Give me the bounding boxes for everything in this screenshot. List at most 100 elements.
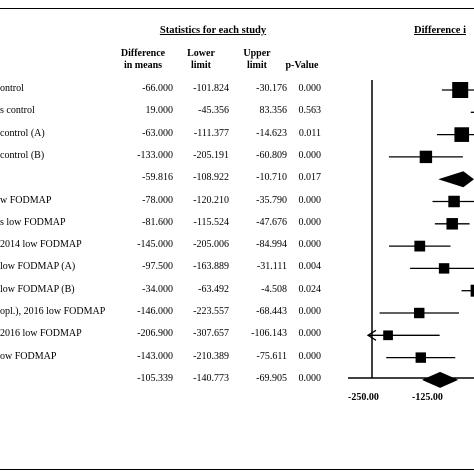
point-estimate — [419, 150, 433, 164]
point-estimate — [414, 307, 425, 319]
point-estimate — [448, 195, 460, 208]
upper-limit-value: -60.809 — [256, 149, 287, 161]
difference-value: -146.000 — [137, 306, 173, 317]
ci-arrow-left — [366, 329, 377, 341]
p-value: 0.000 — [298, 83, 322, 94]
p-value: 0.000 — [298, 350, 322, 362]
p-value: 0.563 — [298, 105, 322, 117]
upper-limit-value: -68.443 — [256, 306, 287, 317]
p-value: 0.000 — [298, 328, 322, 340]
lower-limit-value: -205.006 — [193, 239, 229, 251]
col-header-lower-line2: limit — [191, 60, 211, 71]
upper-limit-value: 83.356 — [259, 105, 288, 117]
study-name-text: low FODMAP (B) — [0, 283, 75, 295]
upper-limit-value: -4.508 — [261, 283, 287, 295]
p-value: 0.000 — [298, 194, 322, 206]
table-row: ontrol -66.000 -101.824 -30.176 0.000 — [0, 83, 474, 97]
top-border — [0, 8, 474, 9]
col-header-diff-line2: in means — [123, 60, 163, 71]
difference-value: -206.900 — [137, 328, 173, 340]
point-estimate — [454, 127, 470, 142]
p-value: 0.000 — [298, 149, 322, 161]
col-header-lower: Lower limit — [176, 48, 226, 72]
stats-header: Statistics for each study — [159, 25, 267, 36]
p-value: 0.024 — [298, 283, 322, 295]
lower-limit-value: -108.922 — [193, 172, 229, 184]
lower-limit-value: -307.657 — [193, 328, 229, 340]
study-name-text: opl.), 2016 low FODMAP — [0, 306, 106, 317]
p-value: 0.000 — [298, 216, 322, 228]
lower-limit-value: -140.773 — [193, 372, 229, 384]
col-header-diff-line1: Difference — [120, 48, 166, 59]
lower-limit-value: -63.492 — [198, 283, 229, 295]
difference-value: -145.000 — [137, 239, 173, 251]
upper-limit-value: -106.143 — [251, 328, 287, 340]
study-name: 2016 low FODMAP — [0, 328, 112, 339]
difference-value: -133.000 — [137, 149, 173, 161]
table-row: -105.339 -140.773 -69.905 0.000 — [0, 373, 474, 387]
col-header-upper-line1: Upper — [243, 48, 271, 59]
table-row: -59.816 -108.922 -10.710 0.017 — [0, 172, 474, 186]
table-row: control (B) -133.000 -205.191 -60.809 0.000 — [0, 150, 474, 164]
point-estimate — [452, 82, 469, 98]
study-name: 2014 low FODMAP — [0, 239, 112, 250]
point-estimate — [438, 263, 450, 274]
col-header-upper-line2: limit — [247, 60, 267, 71]
study-name: w FODMAP — [0, 195, 112, 206]
upper-limit-value: -31.111 — [256, 261, 287, 273]
study-name: control (B) — [0, 150, 112, 161]
study-name: opl.), 2016 low FODMAP — [0, 306, 112, 317]
x-tick-label: -250.00 — [348, 392, 379, 403]
col-header-p: p-Value — [285, 60, 319, 71]
study-name: ow FODMAP — [0, 351, 112, 362]
point-estimate — [383, 330, 393, 341]
difference-value: -143.000 — [137, 350, 173, 362]
lower-limit-value: -101.824 — [193, 83, 229, 94]
upper-limit-value: -14.623 — [256, 127, 287, 139]
table-row: 2016 low FODMAP -206.900 -307.657 -106.143 0… — [0, 328, 474, 342]
study-name-text: control (B) — [0, 149, 45, 161]
study-name: control (A) — [0, 128, 112, 139]
upper-limit-value: -84.994 — [256, 239, 287, 251]
study-name-text: 2016 low FODMAP — [0, 328, 82, 340]
difference-value: -97.500 — [142, 261, 173, 273]
study-name: low FODMAP (B) — [0, 284, 112, 295]
p-value: 0.000 — [298, 372, 322, 384]
difference-value: -105.339 — [137, 372, 173, 384]
upper-limit-value: -30.176 — [256, 83, 287, 94]
study-name: ontrol — [0, 83, 112, 94]
col-header-lower-line1: Lower — [187, 48, 215, 59]
lower-limit-value: -210.389 — [193, 350, 229, 362]
lower-limit-value: -115.524 — [193, 216, 229, 228]
difference-value: -78.000 — [142, 194, 173, 206]
study-name-text: s low FODMAP — [0, 216, 66, 228]
upper-limit-value: -10.710 — [256, 172, 287, 184]
point-estimate — [470, 284, 474, 297]
summary-diamond — [421, 371, 459, 388]
study-name-text: ow FODMAP — [0, 350, 57, 362]
difference-value: -59.816 — [142, 172, 173, 184]
difference-header: Difference i — [414, 25, 466, 36]
x-tick-label: -125.00 — [412, 392, 443, 403]
bottom-border — [0, 469, 474, 470]
point-estimate — [446, 218, 458, 230]
table-row: control (A) -63.000 -111.377 -14.623 0.011 — [0, 128, 474, 142]
study-name-text: ontrol — [0, 83, 24, 94]
study-name-text: 2014 low FODMAP — [0, 239, 82, 251]
upper-limit-value: -47.676 — [256, 216, 287, 228]
p-value: 0.017 — [298, 172, 322, 184]
study-name: s low FODMAP — [0, 217, 112, 228]
difference-value: -63.000 — [142, 127, 173, 139]
upper-limit-value: -35.790 — [256, 194, 287, 206]
table-row: low FODMAP (A) -97.500 -163.889 -31.111 0.00… — [0, 261, 474, 275]
difference-value: -34.000 — [142, 283, 173, 295]
col-header-upper: Upper limit — [232, 48, 282, 72]
table-row: s control 19.000 -45.356 83.356 0.563 — [0, 105, 474, 119]
lower-limit-value: -223.557 — [193, 306, 229, 317]
upper-limit-value: -75.611 — [256, 350, 287, 362]
upper-limit-value: -69.905 — [256, 372, 287, 384]
table-row: low FODMAP (B) -34.000 -63.492 -4.508 0.024 — [0, 284, 474, 298]
point-estimate — [415, 352, 426, 363]
table-row: opl.), 2016 low FODMAP -146.000 -223.557 -6… — [0, 306, 474, 320]
